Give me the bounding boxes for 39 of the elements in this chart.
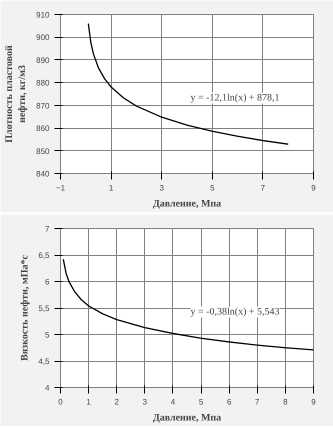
x-tick-label: −1 bbox=[56, 184, 66, 192]
y-tick-label: 4 bbox=[45, 384, 50, 392]
y-axis-title: Плотность пластовой нефти, кг/м3 bbox=[4, 45, 28, 143]
y-tick-label: 6,5 bbox=[38, 251, 50, 260]
y-tick-label: 5,5 bbox=[38, 304, 50, 313]
x-axis-title: Давление, Мпа bbox=[152, 412, 222, 424]
x-tick-label: 3 bbox=[159, 184, 164, 192]
y-tick-label: 880 bbox=[36, 78, 50, 88]
y-axis-title: Вязкость нефти, мПа*с bbox=[19, 254, 30, 361]
annotation: y = -12,1ln(x) + 878,1 bbox=[190, 92, 280, 104]
y-tick-label: 6 bbox=[45, 278, 50, 286]
line-series bbox=[62, 258, 314, 351]
y-tick-label: 900 bbox=[36, 33, 50, 42]
line-series bbox=[88, 22, 289, 145]
x-axis-title: Давление, Мпа bbox=[152, 198, 222, 210]
x-tick-label: 5 bbox=[210, 184, 216, 192]
y-tick-label: 4,5 bbox=[38, 357, 50, 366]
x-tick-label: 1 bbox=[86, 398, 92, 406]
y-tick-label: 890 bbox=[36, 56, 50, 65]
x-tick-label: 7 bbox=[260, 184, 266, 192]
x-tick-label: 1 bbox=[108, 184, 114, 192]
annotation: y = -0,38ln(x) + 5,543 bbox=[190, 306, 280, 318]
y-tick-label: 7 bbox=[45, 224, 50, 234]
y-tick-label: 860 bbox=[36, 124, 50, 134]
y-tick-label: 840 bbox=[36, 170, 50, 178]
x-tick-label: 0 bbox=[58, 398, 64, 406]
y-tick-label: 910 bbox=[36, 10, 50, 20]
x-tick-label: 3 bbox=[142, 398, 148, 406]
y-tick-label: 870 bbox=[36, 101, 50, 110]
x-tick-label: 4 bbox=[170, 398, 176, 406]
x-tick-label: 8 bbox=[283, 398, 288, 406]
x-tick-label: 5 bbox=[198, 398, 204, 406]
x-tick-label: 7 bbox=[255, 398, 260, 406]
y-tick-label: 5 bbox=[45, 330, 50, 340]
x-tick-label: 6 bbox=[226, 398, 232, 406]
y-tick-label: 850 bbox=[36, 146, 50, 156]
x-tick-label: 2 bbox=[114, 398, 120, 406]
x-tick-label: 9 bbox=[311, 184, 316, 192]
x-tick-label: 9 bbox=[311, 398, 316, 406]
